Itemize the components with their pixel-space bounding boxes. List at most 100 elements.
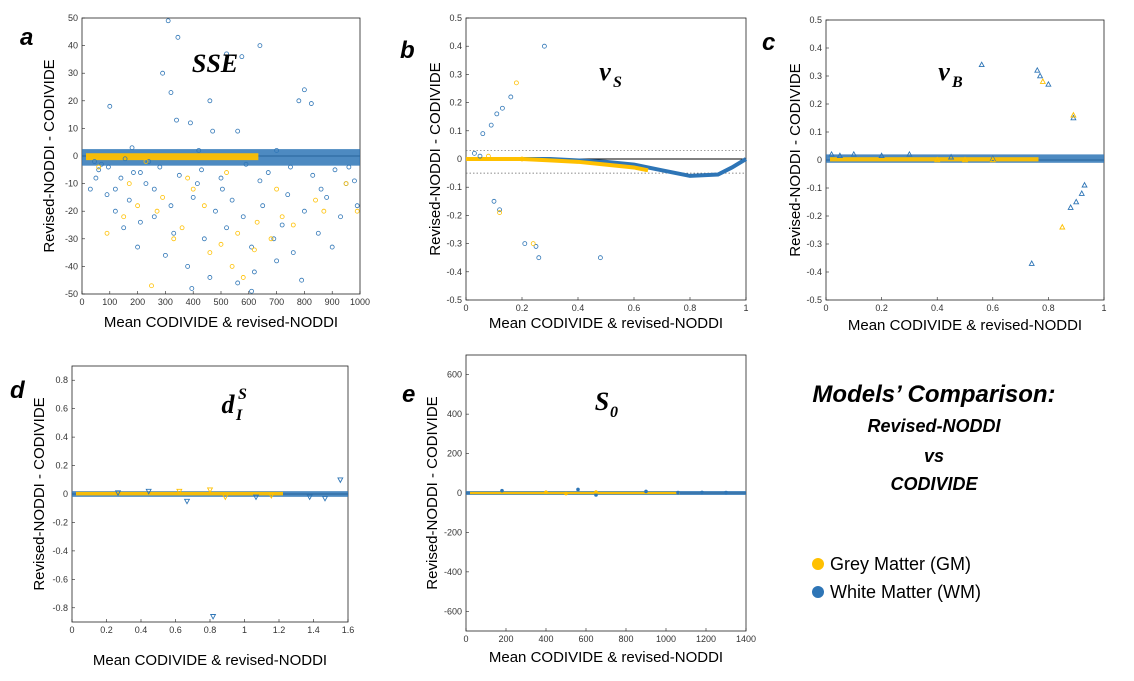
y-tick-label: 0.5 bbox=[449, 13, 462, 23]
x-tick-label: 0.2 bbox=[875, 303, 888, 313]
x-tick-label: 0.8 bbox=[204, 625, 217, 635]
wm-point bbox=[190, 194, 196, 200]
x-tick-label: 0.6 bbox=[987, 303, 1000, 313]
y-tick-label: 0.8 bbox=[55, 375, 68, 385]
gm-point bbox=[961, 156, 969, 163]
gm-point bbox=[497, 210, 503, 215]
x-tick-label: 1400 bbox=[736, 634, 756, 644]
wm-point bbox=[1045, 80, 1052, 87]
x-tick-label: 0.6 bbox=[628, 303, 641, 313]
x-tick-label: 1000 bbox=[350, 297, 370, 307]
x-tick-label: 200 bbox=[130, 297, 145, 307]
wm-point bbox=[201, 236, 207, 242]
x-axis-label: Mean CODIVIDE & revised-NODDI bbox=[93, 652, 327, 669]
wm-point bbox=[500, 488, 504, 493]
gm-point bbox=[160, 194, 166, 200]
y-tick-label: 0.4 bbox=[55, 432, 68, 442]
y-tick-label: -0.2 bbox=[806, 211, 822, 221]
wm-point bbox=[285, 192, 291, 198]
wm-point bbox=[121, 225, 127, 231]
gm-point bbox=[251, 247, 257, 253]
gm-point bbox=[485, 153, 491, 159]
y-tick-label: 0.2 bbox=[449, 98, 462, 108]
gm-dense-band bbox=[86, 153, 259, 161]
wm-point bbox=[522, 241, 528, 247]
wm-point bbox=[279, 222, 285, 228]
wm-point bbox=[1070, 114, 1077, 121]
x-tick-label: 300 bbox=[158, 297, 173, 307]
gm-point bbox=[354, 208, 360, 214]
y-tick-label: 0 bbox=[73, 151, 78, 161]
panel-title-superscript: S bbox=[238, 386, 247, 403]
panel-title: S bbox=[595, 387, 609, 416]
summary-line1: Revised-NODDI bbox=[867, 416, 1001, 436]
y-tick-label: 0.1 bbox=[449, 126, 462, 136]
wm-point bbox=[99, 161, 104, 167]
x-tick-label: 0 bbox=[463, 634, 468, 644]
wm-point bbox=[122, 156, 128, 162]
x-tick-label: 1.2 bbox=[273, 625, 286, 635]
y-axis-label: Revised-NODDI - CODIVIDE bbox=[41, 59, 58, 252]
wm-point bbox=[491, 198, 497, 204]
y-tick-label: -10 bbox=[65, 179, 78, 189]
gm-point bbox=[135, 203, 141, 209]
wm-point bbox=[296, 98, 302, 104]
wm-point bbox=[118, 175, 124, 181]
wm-point bbox=[1081, 181, 1088, 188]
y-tick-label: 0.4 bbox=[809, 43, 822, 53]
chart-panels: 0 100 200 300 400 500 600 700 800 900 100050403020… bbox=[10, 13, 1107, 669]
gm-point bbox=[564, 491, 568, 496]
wm-point bbox=[352, 178, 357, 184]
panel-title-subscript: B bbox=[951, 74, 963, 91]
comparison-summary: Models’ Comparison: Revised-NODDI vs COD… bbox=[812, 381, 1055, 494]
x-tick-label: 400 bbox=[538, 634, 553, 644]
gm-point bbox=[240, 275, 246, 280]
gm-point bbox=[514, 80, 519, 86]
wm-point bbox=[480, 131, 486, 137]
gm-point bbox=[321, 208, 327, 214]
y-tick-label: -0.3 bbox=[446, 239, 462, 249]
wm-point bbox=[137, 170, 143, 175]
gm-point bbox=[290, 222, 296, 228]
wm-point bbox=[213, 208, 218, 214]
gm-point bbox=[96, 164, 102, 170]
y-tick-label: -40 bbox=[65, 261, 78, 271]
wm-point bbox=[354, 203, 360, 209]
y-tick-label: 40 bbox=[68, 41, 78, 51]
y-tick-label: 0 bbox=[63, 489, 68, 499]
y-tick-label: -0.8 bbox=[52, 603, 68, 613]
wm-point bbox=[188, 120, 193, 126]
y-tick-label: 0.2 bbox=[809, 99, 822, 109]
wm-point bbox=[224, 51, 229, 57]
y-tick-label: -600 bbox=[444, 606, 462, 616]
wm-point bbox=[536, 255, 542, 261]
wm-point bbox=[92, 159, 97, 164]
summary-line3: CODIVIDE bbox=[890, 474, 978, 494]
wm-point bbox=[176, 172, 182, 178]
legend-wm-marker bbox=[812, 586, 824, 598]
wm-point bbox=[240, 214, 246, 220]
x-tick-label: 0.4 bbox=[931, 303, 944, 313]
wm-point bbox=[301, 208, 307, 214]
x-tick-label: 0.8 bbox=[684, 303, 697, 313]
x-tick-label: 0.2 bbox=[100, 625, 113, 635]
y-tick-label: 10 bbox=[68, 123, 78, 133]
gm-point bbox=[254, 219, 260, 225]
wm-point bbox=[471, 150, 477, 156]
gm-point bbox=[1059, 223, 1066, 230]
gm-point bbox=[1039, 78, 1046, 84]
wm-point bbox=[183, 498, 191, 505]
wm-point bbox=[337, 477, 344, 484]
wm-point bbox=[137, 219, 143, 225]
wm-point bbox=[165, 18, 171, 24]
wm-point bbox=[185, 263, 191, 269]
gm-point bbox=[268, 493, 275, 499]
wm-point bbox=[249, 244, 254, 250]
panel-letter: d bbox=[10, 377, 26, 404]
wm-point bbox=[310, 172, 316, 178]
y-tick-label: -0.5 bbox=[446, 295, 462, 305]
wm-point bbox=[499, 105, 505, 111]
x-tick-label: 1 bbox=[743, 303, 748, 313]
wm-point bbox=[151, 214, 157, 220]
wm-point bbox=[174, 117, 179, 123]
